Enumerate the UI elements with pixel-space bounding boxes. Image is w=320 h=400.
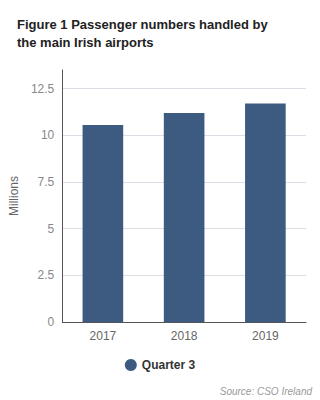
svg-text:0: 0 xyxy=(48,315,55,329)
svg-text:5: 5 xyxy=(48,222,55,236)
svg-text:Figure 1 Passenger numbers han: Figure 1 Passenger numbers handled by xyxy=(17,17,268,32)
svg-text:the main Irish airports: the main Irish airports xyxy=(17,35,154,50)
svg-text:2019: 2019 xyxy=(252,329,279,343)
svg-text:12.5: 12.5 xyxy=(31,82,55,96)
svg-text:Millions: Millions xyxy=(7,176,21,216)
svg-text:2018: 2018 xyxy=(171,329,198,343)
svg-text:Source: CSO Ireland: Source: CSO Ireland xyxy=(220,386,313,397)
svg-text:Quarter 3: Quarter 3 xyxy=(142,358,196,372)
svg-text:7.5: 7.5 xyxy=(38,175,55,189)
svg-text:2017: 2017 xyxy=(90,329,117,343)
svg-text:10: 10 xyxy=(41,128,55,142)
svg-text:2.5: 2.5 xyxy=(38,268,55,282)
